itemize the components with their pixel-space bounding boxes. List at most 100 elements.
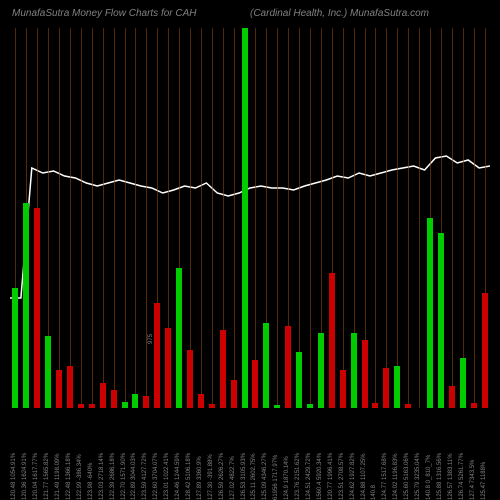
- grid-line: [343, 28, 344, 408]
- grid-line: [201, 28, 202, 408]
- bar: [351, 333, 357, 408]
- x-label: 122.60 3704.07%: [153, 420, 159, 500]
- price-line: [10, 156, 490, 298]
- bar: [220, 330, 226, 408]
- grid-line: [255, 28, 256, 408]
- x-label: 122.39 2686.18%: [110, 420, 116, 500]
- x-label: 126.57 1383.11%: [448, 420, 454, 500]
- title-right: (Cardinal Health, Inc.) MunafaSutra.com: [250, 8, 429, 19]
- chart-area: 975: [10, 28, 490, 408]
- grid-line: [386, 28, 387, 408]
- bar: [329, 273, 335, 408]
- x-label: 120.04 1617.77%: [33, 420, 39, 500]
- x-label: 120.36 1624.91%: [22, 420, 28, 500]
- bar: [307, 404, 313, 408]
- x-label: 1560.4 5920.34%: [317, 420, 323, 500]
- x-label: 140.8: [371, 420, 377, 500]
- bar: [89, 404, 95, 408]
- grid-line: [463, 28, 464, 408]
- bar: [231, 380, 237, 408]
- x-label: 122.99 -386.34%: [77, 420, 83, 500]
- x-label: 123.98 -640%: [88, 420, 94, 500]
- x-label: 123.51 2708.57%: [339, 420, 345, 500]
- x-label: 125.79 3235.04%: [415, 420, 421, 500]
- x-label: 125.60 5163.06%: [404, 420, 410, 500]
- bar: [438, 233, 444, 408]
- chart-container: MunafaSutra Money Flow Charts for CAH (C…: [0, 0, 500, 500]
- bar: [187, 350, 193, 408]
- x-label: 127.30 -391.88%: [208, 420, 214, 500]
- bar: [176, 268, 182, 408]
- grid-line: [103, 28, 104, 408]
- line-chart: [10, 28, 490, 408]
- grid-line: [234, 28, 235, 408]
- x-label: 121.77 1565.82%: [44, 420, 50, 500]
- bar: [154, 303, 160, 408]
- grid-line: [70, 28, 71, 408]
- grid-line: [419, 28, 420, 408]
- grid-line: [397, 28, 398, 408]
- x-label: 140.8 0_810_7%: [426, 420, 432, 500]
- title-left: MunafaSutra Money Flow Charts for CAH: [12, 8, 197, 19]
- grid-line: [81, 28, 82, 408]
- bar: [318, 333, 324, 408]
- x-label: 125.88 1316.56%: [437, 420, 443, 500]
- x-label: 125.11 2602.75%: [251, 420, 257, 500]
- bar: [165, 328, 171, 408]
- x-label: 123.76 2151.62%: [295, 420, 301, 500]
- bar: [285, 326, 291, 408]
- bar: [242, 28, 248, 408]
- bar: [252, 360, 258, 408]
- x-label: 120.77 1996.41%: [328, 420, 334, 500]
- bar: [34, 208, 40, 408]
- x-label: 61956 1717.97%: [273, 420, 279, 500]
- bar: [56, 370, 62, 408]
- grid-line: [452, 28, 453, 408]
- grid-line: [125, 28, 126, 408]
- x-label: 122.48 1366.18%: [66, 420, 72, 500]
- x-label: 124.46 1244.59%: [175, 420, 181, 500]
- grid-line: [310, 28, 311, 408]
- x-label: 128.42 5106.18%: [186, 420, 192, 500]
- x-label: 121.49 1198.09%: [55, 420, 61, 500]
- grid-line: [375, 28, 376, 408]
- bar: [372, 403, 378, 408]
- grid-line: [277, 28, 278, 408]
- x-label: 125.09 4346.27%: [262, 420, 268, 500]
- x-label: 123.01 1022.41%: [164, 420, 170, 500]
- x-label: 120.48 1054.91%: [11, 420, 17, 500]
- grid-line: [92, 28, 93, 408]
- bar: [67, 366, 73, 408]
- bar: [340, 370, 346, 408]
- x-label: 124.9 1870.14%: [284, 420, 290, 500]
- grid-line: [408, 28, 409, 408]
- bar: [460, 358, 466, 408]
- grid-line: [114, 28, 115, 408]
- bar: [405, 404, 411, 408]
- bar: [427, 218, 433, 408]
- bar: [449, 386, 455, 408]
- x-label: 126.53 3105.93%: [241, 420, 247, 500]
- bar: [45, 336, 51, 408]
- bar: [12, 288, 18, 408]
- bar: [23, 203, 29, 408]
- bar: [274, 405, 280, 408]
- x-label: 125.47 1188%: [481, 420, 487, 500]
- grid-line: [299, 28, 300, 408]
- x-label: 124.77 1517.68%: [382, 420, 388, 500]
- x-label: 123.59 4127.72%: [142, 420, 148, 500]
- x-label: 124.02 1196.83%: [393, 420, 399, 500]
- x-axis-labels: 120.48 1054.91% 120.36 1624.91% 120.04 161…: [10, 412, 490, 500]
- bar: [111, 390, 117, 408]
- x-label: 124.88 1107.25%: [361, 420, 367, 500]
- bar: [209, 404, 215, 408]
- bar: [263, 323, 269, 408]
- bar: [362, 340, 368, 408]
- bar: [132, 394, 138, 408]
- grid-line: [146, 28, 147, 408]
- bar: [383, 368, 389, 408]
- grid-line: [212, 28, 213, 408]
- bar: [122, 402, 128, 408]
- bar: [100, 383, 106, 408]
- x-label: 124.62 1927.82%: [350, 420, 356, 500]
